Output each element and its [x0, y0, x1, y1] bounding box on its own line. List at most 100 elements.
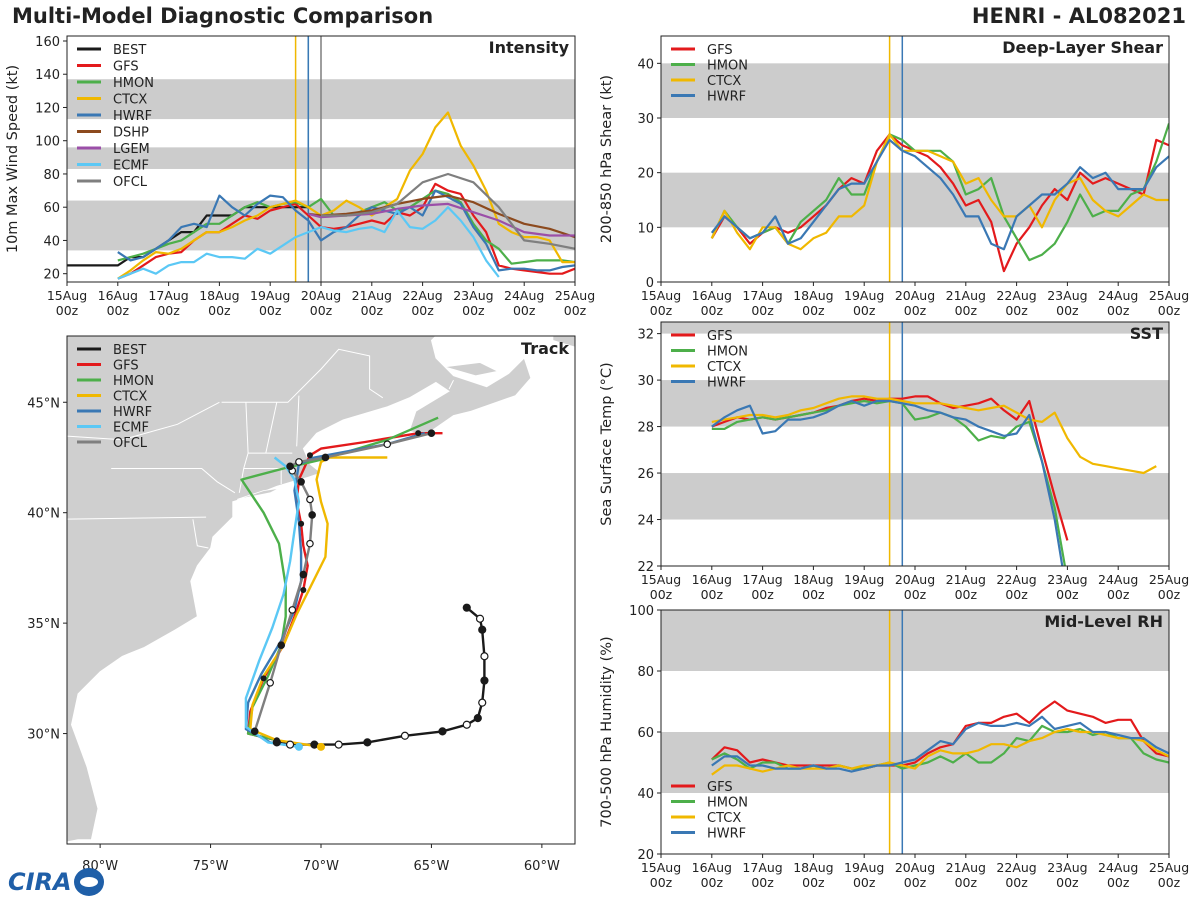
sst-xtick-label: 00z — [802, 587, 825, 602]
rh-xtick-label: 17Aug — [742, 860, 782, 875]
track-xtick-label: 60°W — [524, 859, 560, 874]
shear-xtick-label: 19Aug — [844, 288, 884, 303]
rh-ytick-label: 60 — [637, 726, 654, 741]
shear-xtick-label: 18Aug — [793, 288, 833, 303]
sst-xtick-label: 20Aug — [895, 572, 935, 587]
rh-xtick-label: 00z — [1056, 875, 1079, 890]
shear-series-gfs — [710, 133, 1169, 273]
best-track-point — [310, 740, 319, 749]
sst-ylabel: Sea Surface Temp (°C) — [599, 362, 615, 525]
rh-xtick-label: 00z — [751, 875, 774, 890]
shear-xtick-label: 21Aug — [946, 288, 986, 303]
sst-xtick-label: 25Aug — [1149, 572, 1189, 587]
shear-panel: 01020304015Aug00z16Aug00z17Aug00z18Aug00… — [599, 35, 1189, 318]
sst-ytick-label: 32 — [637, 328, 654, 343]
ofcl-track-point — [427, 429, 436, 437]
intensity-xtick-label: 22Aug — [402, 288, 442, 303]
best-track-point — [400, 731, 410, 740]
track-legend-label: HWRF — [113, 405, 152, 420]
shear-xtick-label: 24Aug — [1098, 288, 1138, 303]
shear-legend-label: HWRF — [707, 90, 746, 105]
intensity-ytick-label: 40 — [43, 234, 60, 249]
shear-xtick-label: 00z — [955, 303, 978, 318]
intensity-xtick-label: 23Aug — [453, 288, 493, 303]
state-border — [67, 401, 220, 441]
intensity-legend-label: LGEM — [113, 142, 150, 157]
intensity-xtick-label: 25Aug — [555, 288, 595, 303]
rh-xtick-label: 00z — [802, 875, 825, 890]
sst-xtick-label: 23Aug — [1047, 572, 1087, 587]
track-ytick-label: 40°N — [27, 507, 60, 522]
track-legend-label: ECMF — [113, 421, 149, 436]
sst-xtick-label: 19Aug — [844, 572, 884, 587]
rh-xtick-label: 00z — [1107, 875, 1130, 890]
ofcl-track-point — [297, 477, 305, 486]
sst-xtick-label: 24Aug — [1098, 572, 1138, 587]
best-track-point — [363, 738, 372, 747]
page-title: Multi-Model Diagnostic Comparison — [12, 4, 434, 28]
intensity-xtick-label: 00z — [564, 303, 587, 318]
intensity-xtick-label: 00z — [259, 303, 282, 318]
track-ytick-label: 45°N — [27, 396, 60, 411]
cira-logo: CIRA — [4, 866, 108, 898]
rh-xtick-label: 00z — [955, 875, 978, 890]
track-ytick-label: 35°N — [27, 617, 60, 632]
intensity-legend-label: CTCX — [113, 93, 147, 108]
sst-xtick-label: 21Aug — [946, 572, 986, 587]
track-line-ecmf — [244, 456, 301, 748]
shear-xtick-label: 00z — [1005, 303, 1028, 318]
gfs-track-point — [415, 430, 422, 437]
shear-xtick-label: 00z — [1056, 303, 1079, 318]
shear-legend-label: GFS — [707, 43, 733, 58]
track-legend-label: CTCX — [113, 390, 147, 405]
rh-xtick-label: 15Aug — [641, 860, 681, 875]
shear-xtick-label: 00z — [1107, 303, 1130, 318]
track-panel: 80°W 75°W 70°W 65°W 60°W30°N35°N40°N45°NBEST… — [27, 335, 576, 874]
rh-xtick-label: 21Aug — [946, 860, 986, 875]
intensity-xtick-label: 18Aug — [199, 288, 239, 303]
intensity-xtick-label: 00z — [462, 303, 485, 318]
sst-xtick-label: 00z — [701, 587, 724, 602]
state-border — [221, 348, 384, 403]
track-legend-label: BEST — [113, 343, 146, 358]
rh-xtick-label: 00z — [1005, 875, 1028, 890]
intensity-xtick-label: 00z — [56, 303, 79, 318]
intensity-xtick-label: 19Aug — [250, 288, 290, 303]
shear-xtick-label: 25Aug — [1149, 288, 1189, 303]
sst-series-group — [711, 395, 1157, 566]
track-legend-label: GFS — [113, 359, 139, 374]
intensity-xtick-label: 17Aug — [148, 288, 188, 303]
shear-xtick-label: 00z — [802, 303, 825, 318]
shear-xtick-label: 00z — [701, 303, 724, 318]
rh-xtick-label: 20Aug — [895, 860, 935, 875]
best-track-point — [480, 652, 489, 661]
intensity-legend-label: HWRF — [113, 109, 152, 124]
intensity-xtick-label: 00z — [310, 303, 333, 318]
sst-xtick-label: 00z — [751, 587, 774, 602]
rh-series-hwrf — [711, 715, 1169, 773]
track-legend-label: OFCL — [113, 436, 148, 451]
shear-legend-label: HMON — [707, 59, 748, 74]
rh-legend-label: HMON — [707, 796, 748, 811]
track-title: Track — [521, 339, 569, 358]
ctcx-start-point — [317, 742, 325, 751]
land-pei — [444, 362, 499, 377]
rh-ylabel: 700-500 hPa Humidity (%) — [599, 636, 615, 827]
track-map-group — [67, 336, 575, 844]
intensity-xtick-label: 00z — [361, 303, 384, 318]
intensity-xtick-label: 00z — [157, 303, 180, 318]
sst-legend-label: CTCX — [707, 360, 741, 375]
best-track-point — [475, 614, 485, 623]
intensity-panel: 2040608010012014016015Aug00z16Aug00z17Au… — [5, 35, 595, 318]
best-track-point — [285, 740, 295, 749]
sst-xtick-label: 00z — [853, 587, 876, 602]
ofcl-track-point — [299, 570, 308, 579]
intensity-xtick-label: 21Aug — [352, 288, 392, 303]
intensity-xtick-label: 24Aug — [504, 288, 544, 303]
intensity-series-hwrf — [117, 189, 575, 272]
ofcl-track-point — [306, 495, 314, 504]
rh-band — [661, 610, 1169, 671]
intensity-xtick-label: 20Aug — [301, 288, 341, 303]
globe-icon — [74, 868, 104, 896]
shear-ylabel: 200-850 hPa Shear (kt) — [599, 75, 615, 243]
